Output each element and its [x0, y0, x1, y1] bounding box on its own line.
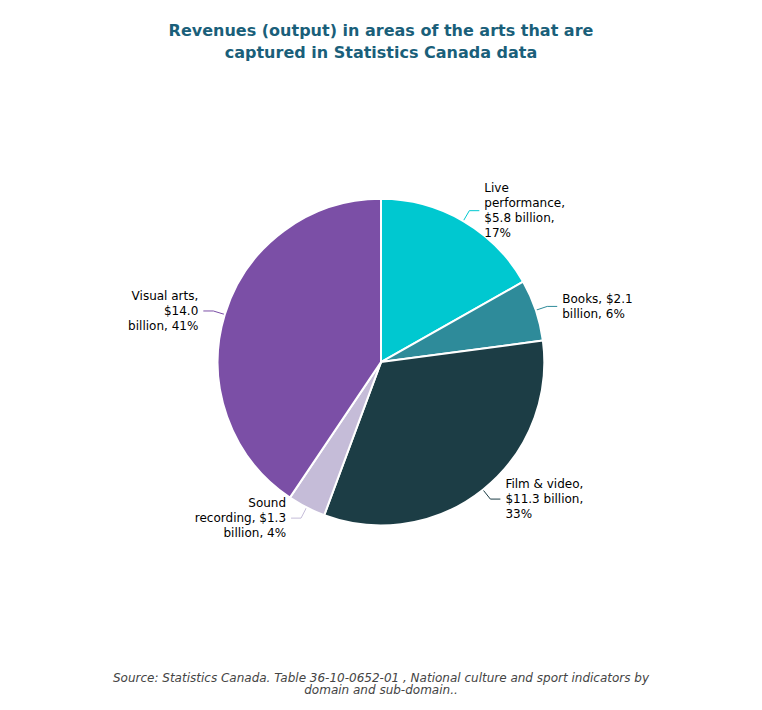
svg-text:billion, 6%: billion, 6% [562, 307, 625, 321]
svg-text:captured in Statistics Canada: captured in Statistics Canada data [225, 43, 538, 62]
svg-text:$14.0: $14.0 [164, 304, 198, 318]
svg-text:Film & video,: Film & video, [505, 477, 583, 491]
svg-text:Sound: Sound [248, 496, 286, 510]
svg-text:33%: 33% [505, 507, 532, 521]
svg-text:billion, 4%: billion, 4% [223, 526, 286, 540]
svg-text:performance,: performance, [484, 196, 565, 210]
svg-text:$11.3 billion,: $11.3 billion, [505, 492, 583, 506]
svg-text:domain and sub-domain..: domain and sub-domain.. [304, 683, 458, 697]
svg-text:Live: Live [484, 181, 509, 195]
svg-text:Revenues (output) in areas of: Revenues (output) in areas of the arts t… [169, 21, 594, 40]
svg-text:17%: 17% [484, 226, 511, 240]
svg-text:billion, 41%: billion, 41% [128, 319, 198, 333]
svg-text:Source: Statistics Canada. Tab: Source: Statistics Canada. Table 36-10-0… [112, 671, 650, 685]
svg-text:Books, $2.1: Books, $2.1 [562, 292, 632, 306]
svg-text:$5.8 billion,: $5.8 billion, [484, 211, 554, 225]
svg-text:recording, $1.3: recording, $1.3 [195, 511, 286, 525]
svg-text:Visual arts,: Visual arts, [132, 289, 199, 303]
